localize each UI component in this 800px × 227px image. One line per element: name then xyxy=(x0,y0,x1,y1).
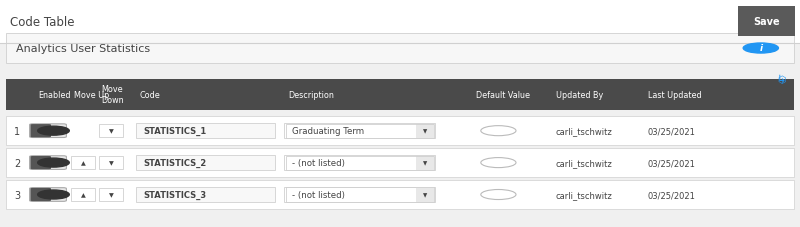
FancyBboxPatch shape xyxy=(284,155,435,170)
FancyBboxPatch shape xyxy=(30,156,66,170)
Text: 3: 3 xyxy=(14,190,21,200)
FancyBboxPatch shape xyxy=(416,156,434,170)
FancyBboxPatch shape xyxy=(99,188,123,201)
FancyBboxPatch shape xyxy=(71,157,95,169)
Text: ▼: ▼ xyxy=(422,192,427,197)
FancyBboxPatch shape xyxy=(30,156,51,169)
FancyBboxPatch shape xyxy=(6,34,794,64)
Text: Code Table: Code Table xyxy=(10,16,75,29)
FancyBboxPatch shape xyxy=(30,124,51,138)
Text: ▼: ▼ xyxy=(109,192,114,197)
Text: Last Updated: Last Updated xyxy=(648,90,702,99)
FancyBboxPatch shape xyxy=(6,149,794,177)
Text: ▼: ▼ xyxy=(422,129,427,133)
Circle shape xyxy=(38,127,70,136)
Text: Move
Down: Move Down xyxy=(102,85,124,105)
Circle shape xyxy=(481,158,516,168)
Text: 03/25/2021: 03/25/2021 xyxy=(648,158,696,167)
Text: Analytics User Statistics: Analytics User Statistics xyxy=(16,44,150,54)
Text: 03/25/2021: 03/25/2021 xyxy=(648,127,696,136)
FancyBboxPatch shape xyxy=(30,124,66,138)
Text: STATISTICS_1: STATISTICS_1 xyxy=(143,126,206,136)
FancyBboxPatch shape xyxy=(136,187,275,202)
Circle shape xyxy=(38,190,70,199)
FancyBboxPatch shape xyxy=(0,0,800,44)
Text: Description: Description xyxy=(288,90,334,99)
FancyBboxPatch shape xyxy=(284,123,435,138)
Text: ▼: ▼ xyxy=(422,160,427,165)
Text: STATISTICS_2: STATISTICS_2 xyxy=(143,158,206,168)
Text: Enabled: Enabled xyxy=(38,90,71,99)
Text: 1: 1 xyxy=(14,126,21,136)
FancyBboxPatch shape xyxy=(416,188,434,202)
Text: carli_tschwitz: carli_tschwitz xyxy=(556,190,613,199)
Text: Default Value: Default Value xyxy=(476,90,530,99)
Text: Updated By: Updated By xyxy=(556,90,603,99)
Text: i: i xyxy=(759,44,762,53)
Circle shape xyxy=(743,44,778,54)
FancyBboxPatch shape xyxy=(71,188,95,201)
FancyBboxPatch shape xyxy=(99,125,123,138)
Text: carli_tschwitz: carli_tschwitz xyxy=(556,158,613,167)
Text: ↳: ↳ xyxy=(777,74,786,84)
Circle shape xyxy=(38,158,70,167)
Text: STATISTICS_3: STATISTICS_3 xyxy=(143,190,206,199)
Text: Code: Code xyxy=(140,90,161,99)
FancyBboxPatch shape xyxy=(284,187,435,202)
FancyBboxPatch shape xyxy=(6,180,794,209)
Text: Move Up: Move Up xyxy=(74,90,109,99)
FancyBboxPatch shape xyxy=(136,155,275,170)
Text: ⬡: ⬡ xyxy=(778,74,786,84)
Text: Save: Save xyxy=(753,17,780,27)
Text: - (not listed): - (not listed) xyxy=(292,190,345,199)
Text: ›: › xyxy=(773,41,779,56)
FancyBboxPatch shape xyxy=(30,188,51,201)
FancyBboxPatch shape xyxy=(6,79,794,110)
FancyBboxPatch shape xyxy=(99,157,123,169)
Text: ▼: ▼ xyxy=(109,129,114,133)
FancyBboxPatch shape xyxy=(6,117,794,145)
Text: ▲: ▲ xyxy=(81,160,86,165)
FancyBboxPatch shape xyxy=(30,188,66,202)
Text: 03/25/2021: 03/25/2021 xyxy=(648,190,696,199)
Text: Graduating Term: Graduating Term xyxy=(292,127,364,136)
FancyBboxPatch shape xyxy=(416,124,434,138)
Text: carli_tschwitz: carli_tschwitz xyxy=(556,127,613,136)
Text: ▲: ▲ xyxy=(81,192,86,197)
FancyBboxPatch shape xyxy=(136,123,275,138)
FancyBboxPatch shape xyxy=(738,7,795,37)
Circle shape xyxy=(481,126,516,136)
Text: 2: 2 xyxy=(14,158,21,168)
Text: ▼: ▼ xyxy=(109,160,114,165)
Text: - (not listed): - (not listed) xyxy=(292,158,345,167)
Circle shape xyxy=(481,190,516,200)
